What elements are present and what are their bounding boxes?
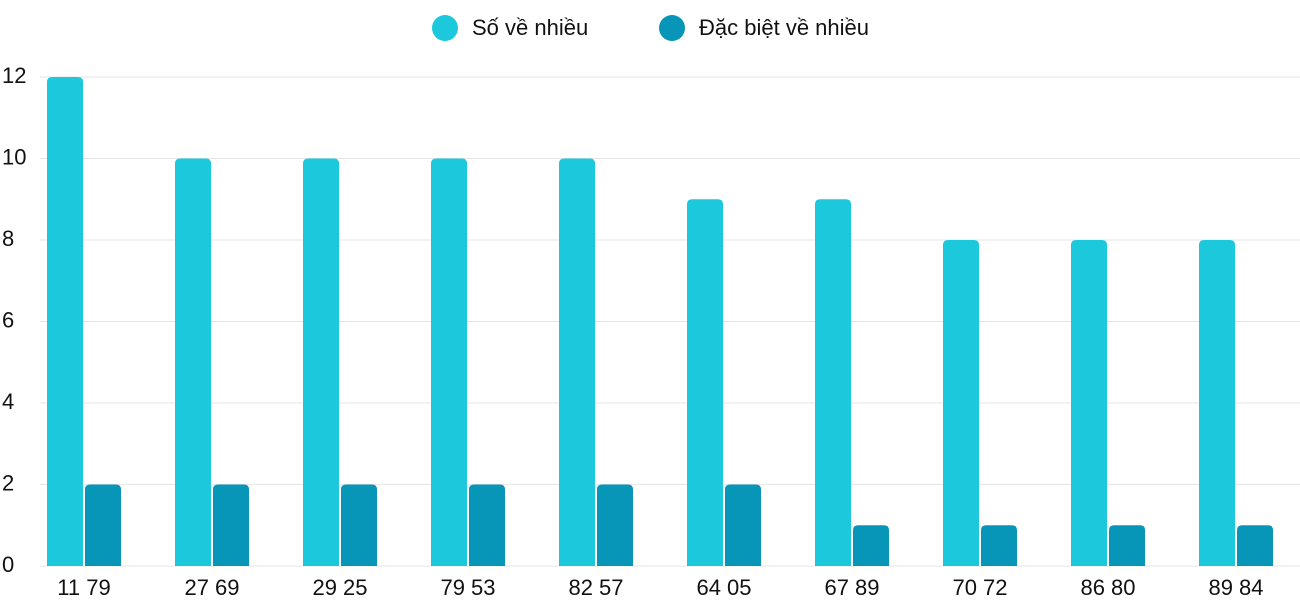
y-tick-label: 8 <box>2 226 14 251</box>
y-tick-label: 4 <box>2 389 14 414</box>
x-tick-label: 27 69 <box>184 575 239 600</box>
bar <box>175 158 211 566</box>
y-tick-label: 2 <box>2 470 14 495</box>
bar <box>559 158 595 566</box>
bar <box>469 484 505 566</box>
bar <box>47 77 83 566</box>
y-tick-label: 6 <box>2 307 14 332</box>
x-tick-label: 79 53 <box>440 575 495 600</box>
bar <box>341 484 377 566</box>
x-tick-label: 67 89 <box>824 575 879 600</box>
y-tick-label: 12 <box>2 63 26 88</box>
legend-label: Đặc biệt về nhiều <box>699 15 869 40</box>
bar <box>213 484 249 566</box>
bar <box>815 199 851 566</box>
legend-swatch <box>659 15 685 41</box>
y-tick-label: 0 <box>2 552 14 577</box>
x-tick-label: 86 80 <box>1080 575 1135 600</box>
x-tick-label: 82 57 <box>568 575 623 600</box>
bar <box>1199 240 1235 566</box>
x-tick-label: 89 84 <box>1208 575 1263 600</box>
x-tick-label: 11 79 <box>57 575 110 600</box>
bar <box>1237 525 1273 566</box>
legend-label: Số về nhiều <box>472 15 588 40</box>
bar <box>1109 525 1145 566</box>
bar <box>597 484 633 566</box>
bar <box>687 199 723 566</box>
bar <box>725 484 761 566</box>
bar <box>981 525 1017 566</box>
bar <box>303 158 339 566</box>
x-tick-label: 70 72 <box>952 575 1007 600</box>
x-tick-label: 64 05 <box>696 575 751 600</box>
bar <box>853 525 889 566</box>
legend-swatch <box>432 15 458 41</box>
bar <box>1071 240 1107 566</box>
y-tick-label: 10 <box>2 144 26 169</box>
bar <box>85 484 121 566</box>
bar <box>943 240 979 566</box>
x-tick-label: 29 25 <box>312 575 367 600</box>
bar <box>431 158 467 566</box>
